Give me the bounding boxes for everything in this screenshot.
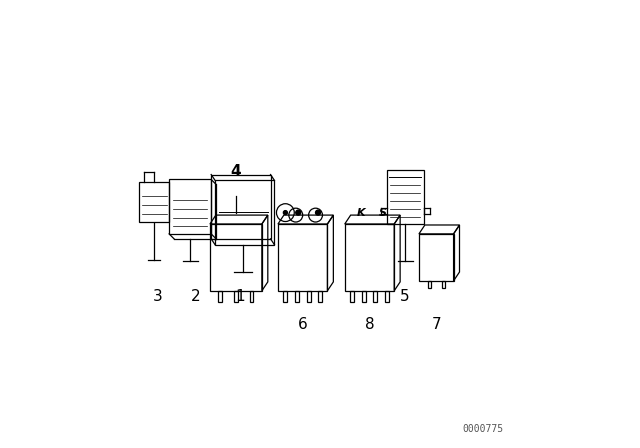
Text: 4: 4 bbox=[230, 164, 241, 179]
Text: 2: 2 bbox=[191, 289, 200, 304]
Text: 1: 1 bbox=[235, 289, 244, 304]
Text: 7: 7 bbox=[431, 317, 441, 332]
Text: S: S bbox=[380, 207, 387, 218]
Text: 8: 8 bbox=[365, 317, 374, 332]
Circle shape bbox=[284, 211, 287, 215]
Circle shape bbox=[296, 210, 301, 215]
Text: 3: 3 bbox=[153, 289, 163, 304]
Text: 6: 6 bbox=[298, 317, 308, 332]
Text: K: K bbox=[357, 207, 366, 218]
Text: 5: 5 bbox=[400, 289, 410, 304]
Text: 0000775: 0000775 bbox=[462, 424, 503, 434]
Circle shape bbox=[316, 210, 321, 215]
